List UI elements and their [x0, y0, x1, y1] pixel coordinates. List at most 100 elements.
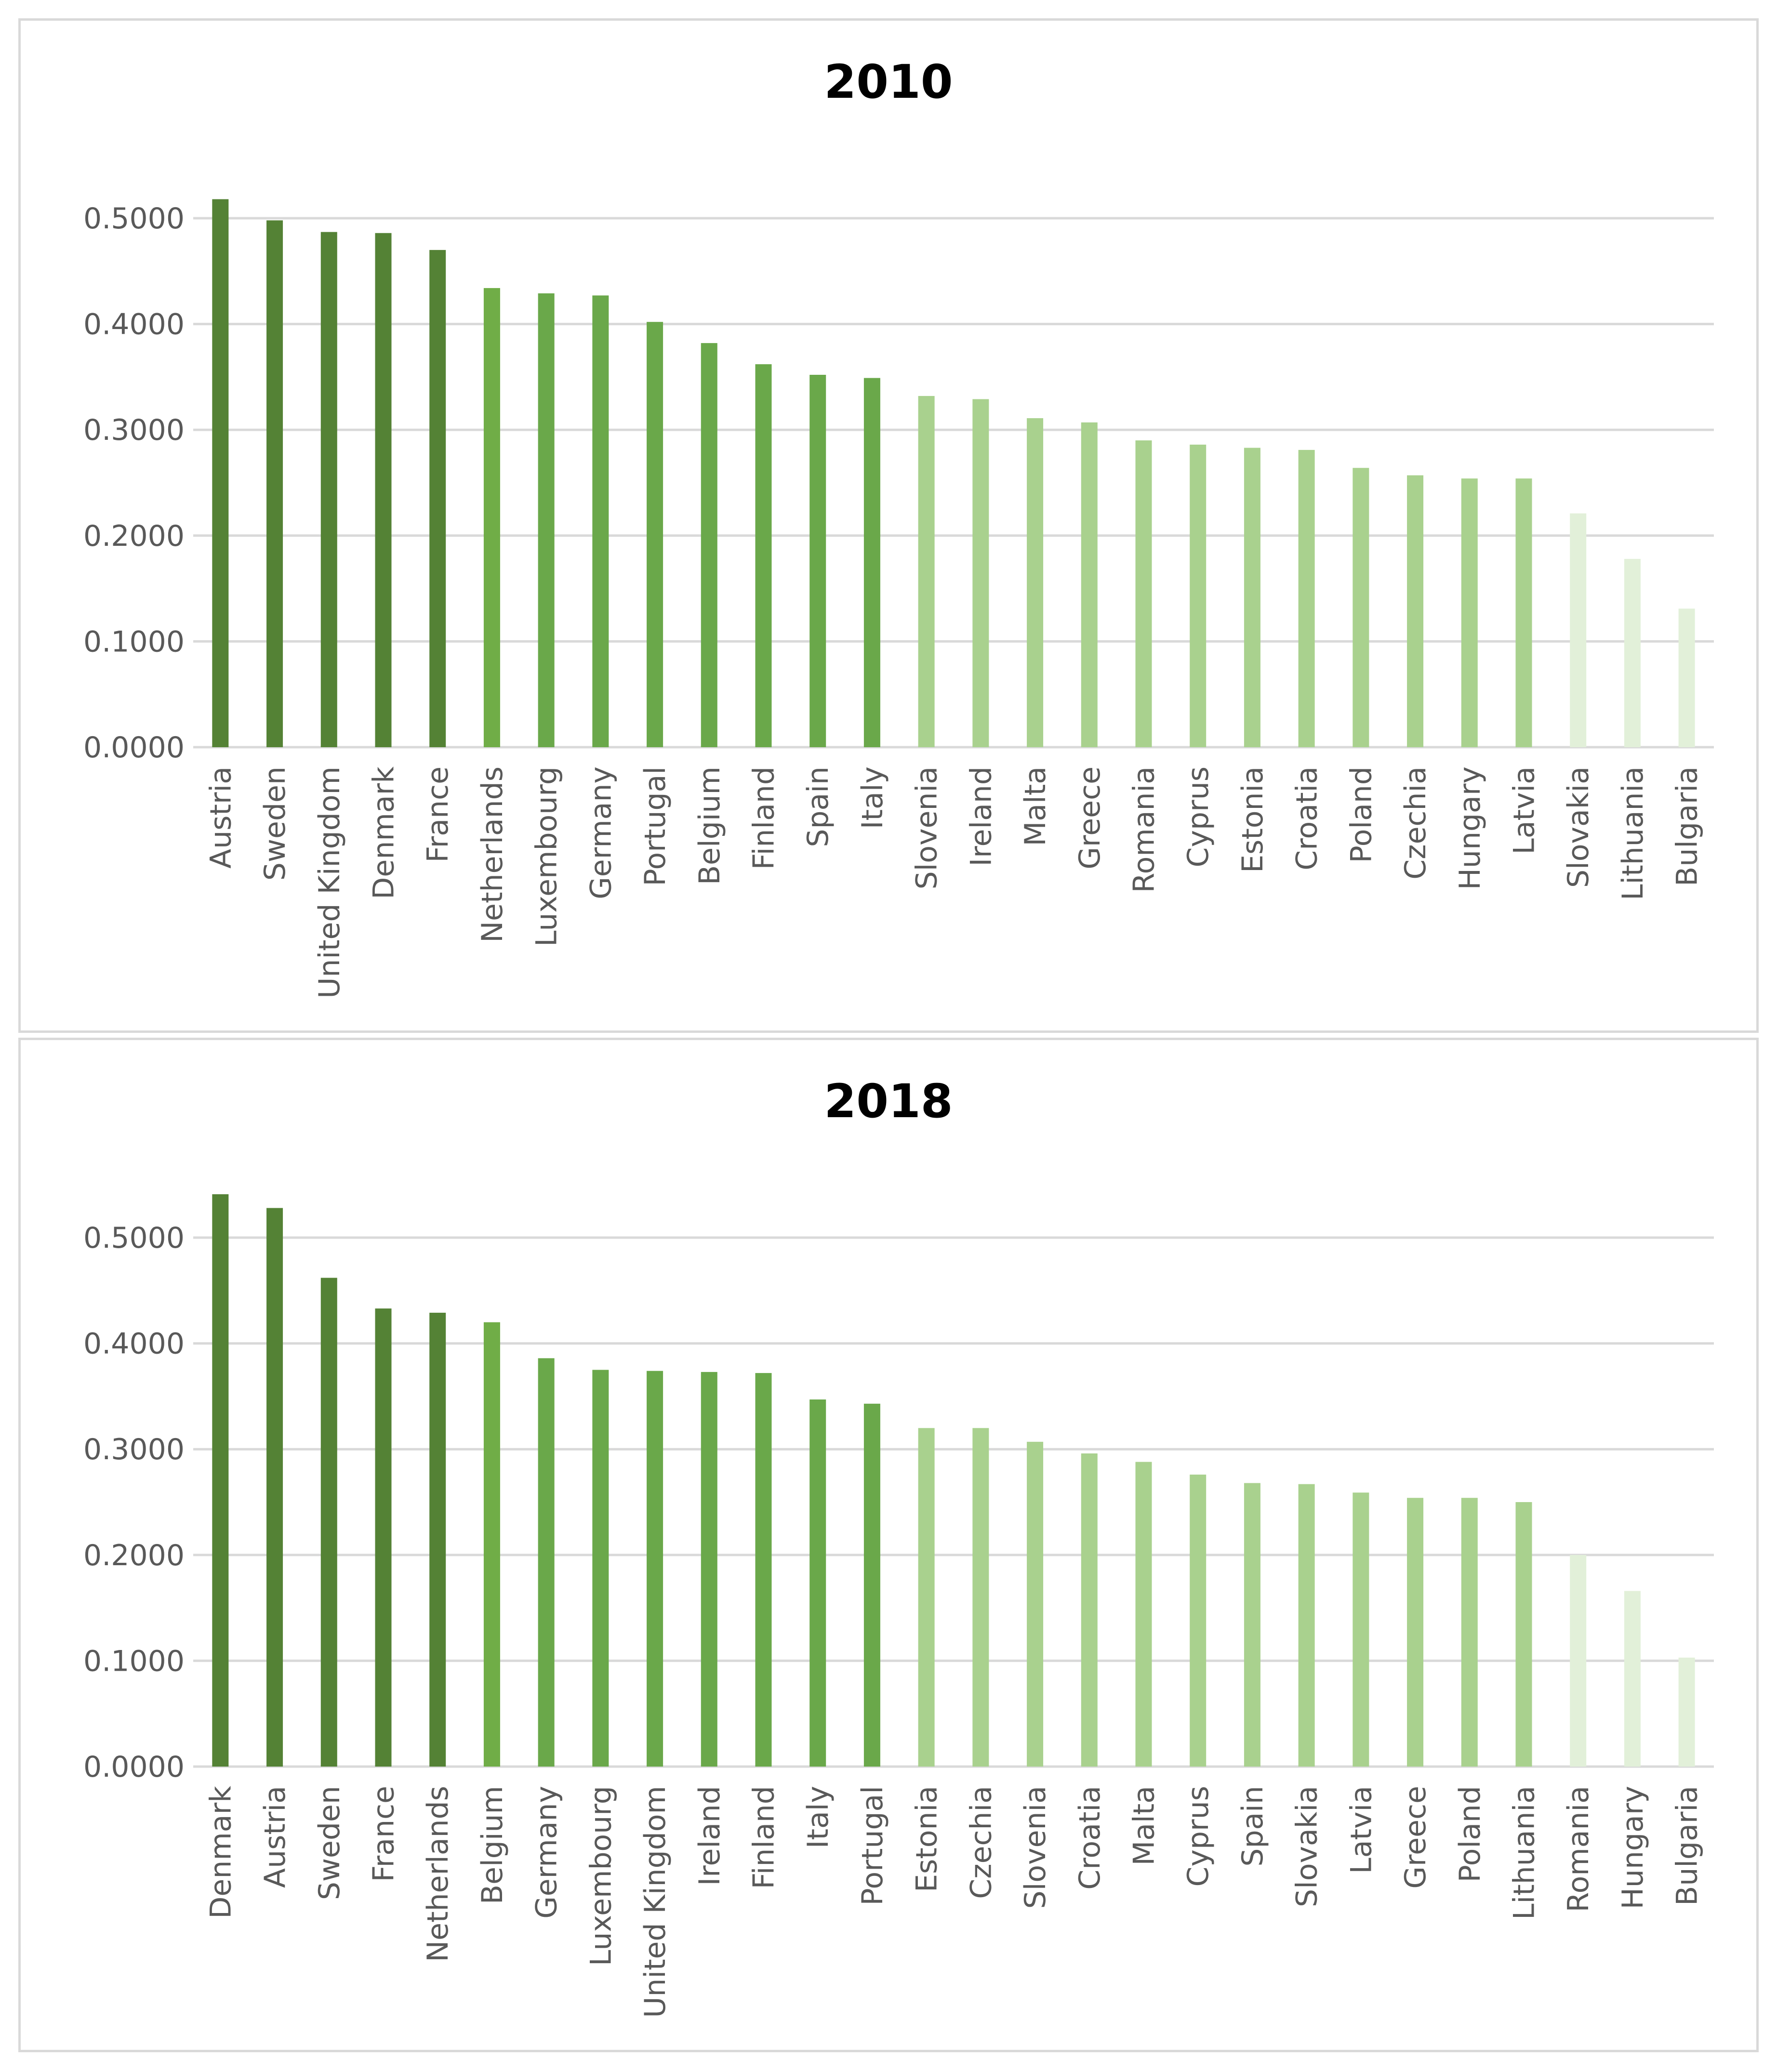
x-category-label: Slovenia — [1019, 1786, 1052, 1909]
bar-belgium — [483, 1322, 500, 1767]
bar-spain — [809, 375, 826, 747]
bar-slovenia — [918, 396, 935, 747]
bar-poland — [1353, 468, 1369, 747]
x-category-label: Spain — [801, 766, 835, 847]
x-category-label: Czechia — [1399, 766, 1432, 880]
chart-panel-2010: 2010 0.0000 0.1000 0.2000 0.3000 0.4000 0.5000… — [18, 18, 1759, 1033]
bar-france — [429, 250, 446, 747]
bar-latvia — [1515, 478, 1532, 747]
bar-cyprus — [1190, 444, 1207, 747]
x-category-label: Finland — [747, 766, 781, 870]
x-category-label: Bulgaria — [1671, 1786, 1704, 1906]
x-category-label: Denmark — [204, 1786, 238, 1919]
bar-netherlands — [429, 1312, 446, 1767]
x-category-label: United Kingdom — [313, 766, 346, 999]
x-category-label: Lithuania — [1508, 1786, 1541, 1920]
bar-romania — [1135, 440, 1152, 747]
x-category-label: Portugal — [638, 766, 672, 886]
x-category-label: Romania — [1562, 1786, 1595, 1912]
bar-greece — [1081, 422, 1098, 747]
y-tick-label: 0.1000 — [83, 1644, 185, 1678]
bar-italy — [863, 378, 880, 747]
x-category-label: Czechia — [964, 1786, 998, 1899]
x-category-label: France — [367, 1786, 401, 1882]
bar-italy — [809, 1399, 826, 1767]
x-category-label: Bulgaria — [1671, 766, 1704, 886]
x-category-label: France — [421, 766, 455, 863]
x-category-label: Italy — [856, 766, 889, 829]
x-category-label: Greece — [1399, 1786, 1432, 1889]
x-category-label: Croatia — [1073, 1786, 1107, 1890]
y-tick-label: 0.0000 — [83, 1750, 185, 1784]
x-category-label: United Kingdom — [638, 1786, 672, 2018]
bar-czechia — [972, 1428, 989, 1767]
x-category-label: Estonia — [1236, 766, 1270, 873]
bar-estonia — [1244, 448, 1260, 747]
x-category-label: Belgium — [693, 766, 727, 885]
x-category-label: Hungary — [1453, 766, 1487, 890]
y-tick-label: 0.3000 — [83, 1433, 185, 1466]
x-category-label: Italy — [801, 1786, 835, 1848]
x-category-label: Poland — [1344, 766, 1378, 863]
x-category-label: Belgium — [476, 1786, 509, 1904]
y-tick-label: 0.4000 — [83, 1327, 185, 1361]
bar-portugal — [863, 1403, 880, 1767]
bar-luxembourg — [538, 293, 555, 747]
x-category-label: Luxembourg — [530, 766, 564, 947]
x-category-label: Slovakia — [1562, 766, 1595, 888]
x-category-label: Austria — [258, 1786, 292, 1888]
bar-poland — [1461, 1498, 1478, 1767]
x-category-label: Lithuania — [1616, 766, 1650, 900]
x-category-label: Ireland — [693, 1786, 727, 1886]
x-category-label: Croatia — [1290, 766, 1324, 871]
y-tick-label: 0.4000 — [83, 308, 185, 342]
x-category-label: Malta — [1127, 1786, 1161, 1866]
x-category-label: Estonia — [910, 1786, 944, 1892]
x-category-label: Greece — [1073, 766, 1107, 870]
bar-austria — [266, 1208, 283, 1767]
x-category-label: Luxembourg — [584, 1786, 618, 1966]
bar-germany — [592, 295, 609, 747]
x-category-label: Romania — [1127, 766, 1161, 893]
x-category-label: Slovakia — [1290, 1786, 1324, 1907]
x-category-label: Slovenia — [910, 766, 944, 889]
bar-germany — [538, 1358, 555, 1767]
bar-greece — [1407, 1498, 1424, 1767]
y-tick-label: 0.1000 — [83, 625, 185, 659]
x-category-label: Latvia — [1508, 766, 1541, 855]
bar-united-kingdom — [320, 232, 337, 748]
bar-slovakia — [1298, 1484, 1315, 1767]
bar-cyprus — [1190, 1474, 1207, 1767]
x-category-label: Finland — [747, 1786, 781, 1889]
bar-france — [375, 1308, 392, 1767]
y-tick-label: 0.5000 — [83, 202, 185, 236]
bar-croatia — [1298, 449, 1315, 747]
x-category-label: Hungary — [1616, 1786, 1650, 1909]
bar-hungary — [1624, 1591, 1641, 1767]
x-category-label: Germany — [584, 766, 618, 899]
chart-title: 2010 — [824, 55, 953, 109]
bar-bulgaria — [1678, 608, 1695, 747]
bar-austria — [212, 199, 229, 748]
y-tick-label: 0.2000 — [83, 1539, 185, 1572]
bar-chart-2010: 2010 0.0000 0.1000 0.2000 0.3000 0.4000 0.5000… — [83, 55, 1714, 999]
bar-romania — [1570, 1555, 1587, 1767]
bar-spain — [1244, 1483, 1260, 1767]
bar-slovenia — [1027, 1441, 1044, 1767]
bar-latvia — [1353, 1492, 1369, 1767]
bar-croatia — [1081, 1453, 1098, 1767]
bar-ireland — [972, 399, 989, 747]
bar-denmark — [375, 233, 392, 747]
x-category-label: Sweden — [313, 1786, 346, 1900]
x-category-label: Latvia — [1344, 1786, 1378, 1874]
bar-chart-2018: 2018 0.0000 0.1000 0.2000 0.3000 0.4000 0.5000… — [83, 1074, 1714, 2018]
x-category-label: Ireland — [964, 766, 998, 867]
bar-ireland — [701, 1372, 717, 1767]
y-tick-label: 0.0000 — [83, 731, 185, 765]
bar-czechia — [1407, 475, 1424, 747]
x-category-label: Cyprus — [1181, 766, 1215, 867]
x-category-label: Malta — [1019, 766, 1052, 846]
bar-lithuania — [1624, 559, 1641, 747]
y-tick-label: 0.5000 — [83, 1221, 185, 1255]
bar-malta — [1027, 418, 1044, 747]
